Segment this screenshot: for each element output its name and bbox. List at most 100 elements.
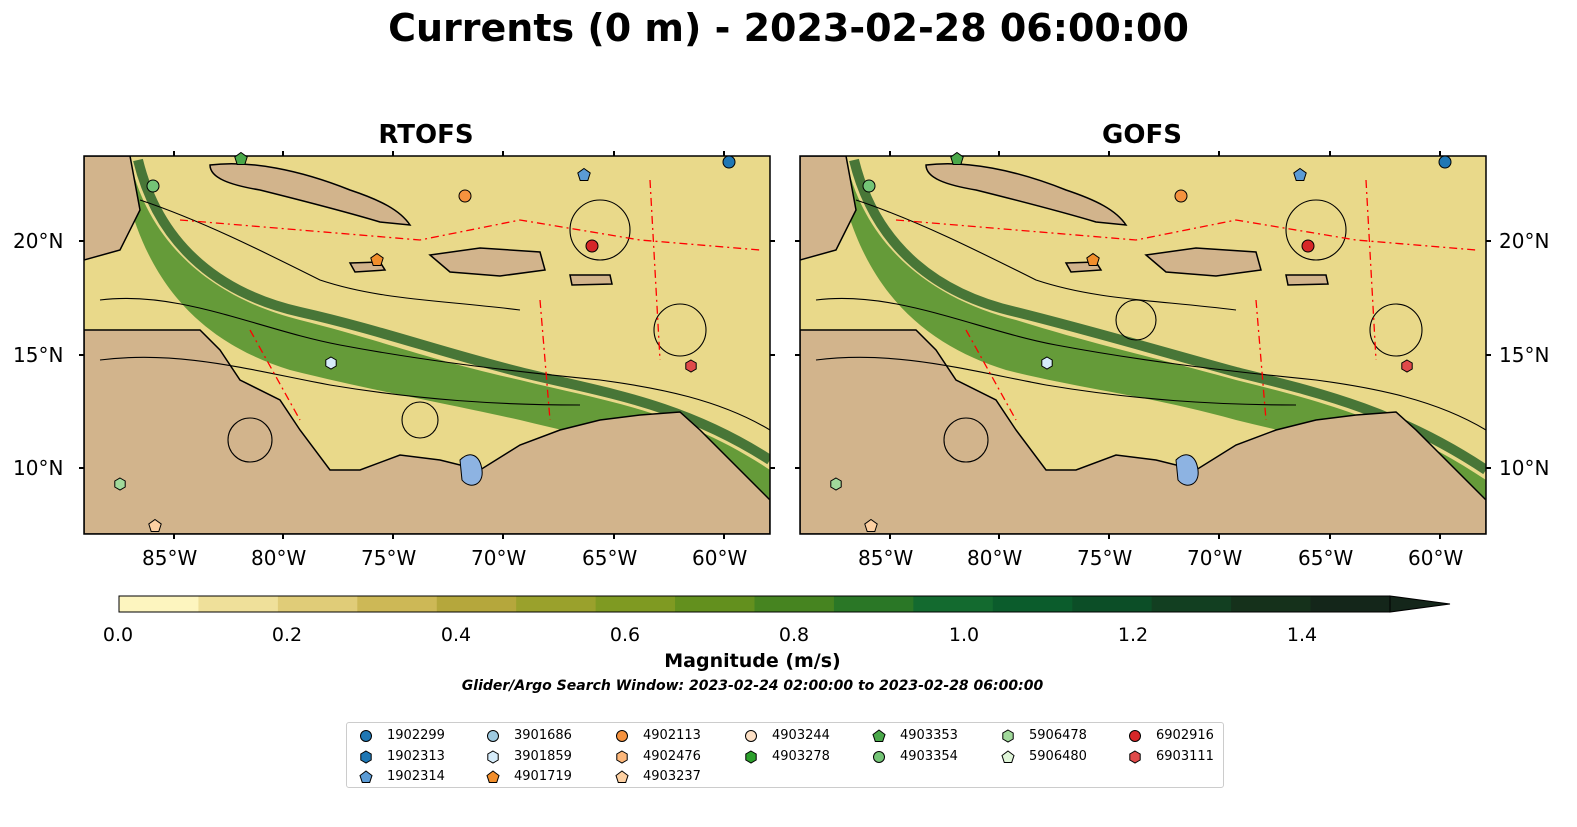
colorbar-bin — [1151, 596, 1232, 612]
hexagon-float-marker — [325, 356, 337, 370]
pentagon-float-marker — [148, 518, 162, 532]
circle-marker-icon — [1129, 730, 1141, 742]
circle-float-marker — [458, 189, 472, 203]
circle-marker-icon — [487, 730, 499, 742]
circle-float-marker — [722, 155, 736, 169]
puerto-rico-land — [569, 274, 613, 286]
eez-boundaries — [895, 179, 1477, 421]
hexagon-marker-icon — [360, 750, 372, 764]
lon-tick: 75°W — [1077, 546, 1133, 570]
yucatan-land — [84, 156, 141, 261]
lon-tick: 65°W — [582, 546, 638, 570]
colorbar-frame — [118, 595, 1391, 613]
colorbar-tick: 1.4 — [1286, 624, 1318, 646]
colorbar-tick: 0.6 — [609, 624, 641, 646]
hexagon-marker-icon — [616, 750, 628, 764]
lat-tick: 20°N — [13, 229, 64, 253]
colorbar-bin — [992, 596, 1073, 612]
map-canvas — [79, 151, 1491, 539]
circle-float-marker — [1301, 239, 1315, 253]
circle-float-marker — [1438, 155, 1452, 169]
lon-tick: 85°W — [142, 546, 198, 570]
pentagon-float-marker — [234, 151, 248, 165]
colorbar-bin — [436, 596, 517, 612]
cuba-land — [925, 162, 1128, 226]
search-window-note: Glider/Argo Search Window: 2023-02-24 02… — [461, 678, 1044, 694]
pentagon-marker-icon — [486, 770, 500, 783]
hexagon-marker-icon — [487, 750, 499, 764]
lon-tick: 60°W — [1408, 546, 1464, 570]
circle-float-marker — [585, 239, 599, 253]
float-legend: 1902299 1902313 1902314 3901686 3901859 … — [346, 722, 1224, 788]
colorbar-tick: 1.2 — [1117, 624, 1149, 646]
yucatan-land — [800, 156, 857, 261]
panel-title-gofs: GOFS — [1102, 120, 1182, 150]
pentagon-float-marker — [864, 518, 878, 532]
colorbar-tick: 0.4 — [440, 624, 472, 646]
pentagon-float-marker — [950, 151, 964, 165]
hexagon-float-marker — [114, 477, 126, 491]
streamlines — [99, 199, 770, 463]
pentagon-marker-icon — [615, 770, 629, 783]
eez-boundaries — [179, 179, 761, 421]
pentagon-marker-icon — [359, 770, 373, 783]
hexagon-float-marker — [830, 477, 842, 491]
pentagon-marker-icon — [872, 729, 886, 742]
circle-marker-icon — [360, 730, 372, 742]
colorbar-bin — [833, 596, 914, 612]
colorbar-bin — [516, 596, 597, 612]
circle-float-marker — [1174, 189, 1188, 203]
pentagon-float-marker — [370, 252, 384, 266]
lat-tick: 20°N — [1499, 229, 1550, 253]
lat-tick: 10°N — [13, 456, 64, 480]
colorbar-bin — [754, 596, 835, 612]
colorbar-tick: 1.0 — [948, 624, 980, 646]
colorbar-label: Magnitude (m/s) — [664, 650, 841, 672]
lon-tick: 65°W — [1298, 546, 1354, 570]
colorbar — [118, 595, 1451, 613]
circle-float-marker — [862, 179, 876, 193]
colorbar-bin — [913, 596, 994, 612]
colorbar-bin — [198, 596, 279, 612]
lake-maracaibo — [1175, 454, 1199, 486]
lon-tick: 80°W — [967, 546, 1023, 570]
circle-marker-icon — [616, 730, 628, 742]
hexagon-marker-icon — [1002, 729, 1014, 743]
lat-tick: 15°N — [13, 343, 64, 367]
rtofs-map — [84, 156, 770, 534]
hexagon-marker-icon — [745, 750, 757, 764]
hexagon-float-marker — [1401, 359, 1413, 373]
figure-title: Currents (0 m) - 2023-02-28 06:00:00 — [388, 6, 1189, 50]
colorbar-bin — [1231, 596, 1312, 612]
colorbar-extend-arrow — [1389, 595, 1451, 613]
colorbar-bin — [595, 596, 676, 612]
colorbar-tick: 0.8 — [778, 624, 810, 646]
circle-marker-icon — [745, 730, 757, 742]
lon-tick: 75°W — [361, 546, 417, 570]
circle-marker-icon — [873, 751, 885, 763]
lake-maracaibo — [459, 454, 483, 486]
pentagon-float-marker — [577, 167, 591, 181]
lon-tick: 70°W — [471, 546, 527, 570]
colorbar-bin — [357, 596, 438, 612]
colorbar-bin — [119, 596, 199, 612]
pentagon-marker-icon — [1001, 750, 1015, 763]
lon-tick: 85°W — [858, 546, 914, 570]
lat-tick: 15°N — [1499, 343, 1550, 367]
hexagon-float-marker — [685, 359, 697, 373]
cuba-land — [209, 162, 412, 226]
colorbar-bin — [1072, 596, 1153, 612]
panel-title-rtofs: RTOFS — [378, 120, 474, 150]
lon-tick: 70°W — [1187, 546, 1243, 570]
lon-tick: 80°W — [251, 546, 307, 570]
colorbar-tick: 0.2 — [271, 624, 303, 646]
pentagon-float-marker — [1293, 167, 1307, 181]
lat-tick: 10°N — [1499, 456, 1550, 480]
gofs-frame — [799, 155, 1487, 535]
hispaniola-land — [428, 247, 546, 277]
gofs-map — [800, 156, 1486, 534]
colorbar-bin — [675, 596, 755, 612]
colorbar-tick: 0.0 — [102, 624, 134, 646]
colorbar-bin — [1310, 596, 1391, 612]
lon-tick: 60°W — [692, 546, 748, 570]
